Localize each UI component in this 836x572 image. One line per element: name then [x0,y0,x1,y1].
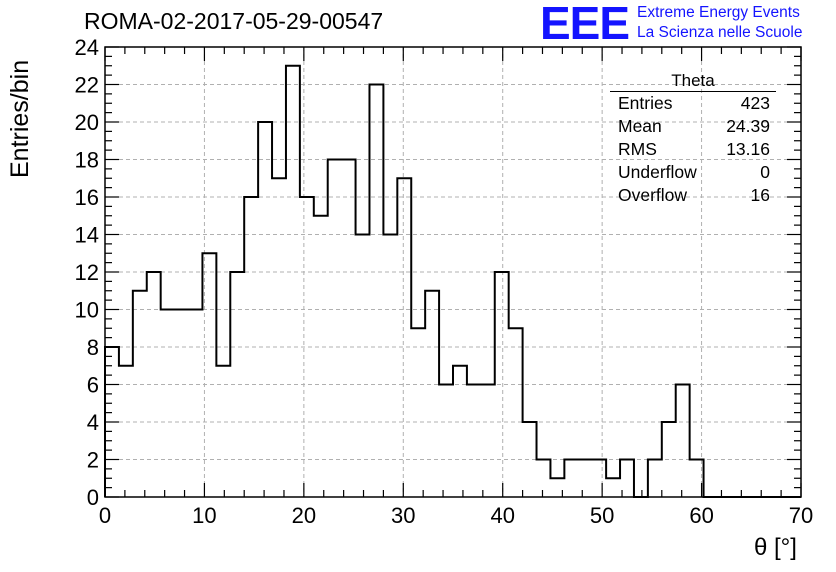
x-tick-label: 0 [99,503,111,528]
x-tick-label: 60 [689,503,713,528]
chart-title: ROMA-02-2017-05-29-00547 [84,8,384,34]
histogram-bin [411,328,425,497]
y-tick-label: 20 [75,110,99,135]
x-tick-label: 10 [192,503,216,528]
histogram-bin [523,422,537,497]
histogram-bin [383,235,397,498]
x-tick-label: 20 [292,503,316,528]
histogram-line [104,64,801,498]
logo-line-2: La Scienza nelle Scuole [637,24,803,41]
histogram-bin [286,66,300,497]
x-tick-label: 70 [789,503,813,528]
histogram-bin [620,460,634,498]
histogram-bin [272,178,286,497]
stats-row-overflow: Overflow 16 [610,184,776,207]
y-axis-label: Entries/bin [6,59,34,178]
histogram-bin [328,160,342,498]
y-tick-label: 16 [75,185,99,210]
histogram-bin [453,366,467,497]
histogram-bin [662,422,676,497]
x-axis-label: θ [°] [754,534,797,561]
stats-label: Entries [618,93,673,113]
y-tick-label: 8 [87,335,99,360]
y-tick-label: 14 [75,223,99,248]
histogram-bin [300,197,314,497]
logo-line-1: Extreme Energy Events [637,4,800,21]
histogram-bin [147,272,161,497]
stats-box: Theta Entries 423 Mean 24.39 RMS 13.16 U… [610,70,776,207]
y-tick-label: 6 [87,373,99,398]
stats-label: Mean [618,116,662,136]
histogram-bin [550,478,564,497]
histogram-bin [467,385,481,498]
stats-label: RMS [618,139,657,159]
histogram-bin [342,160,356,498]
stats-title: Theta [610,70,776,92]
histogram-bin [369,85,383,498]
eee-logo: EEE [540,0,630,49]
y-tick-label: 2 [87,448,99,473]
histogram-bin [105,347,119,497]
y-tick-label: 12 [75,260,99,285]
x-tick-label: 50 [590,503,614,528]
histogram-bin [564,460,578,498]
stats-value: 24.39 [726,116,770,136]
histogram-bin [578,460,592,498]
histogram-bin [175,310,189,498]
histogram-bin [119,366,133,497]
y-tick-label: 4 [87,410,99,435]
histogram-bin [509,328,523,497]
histogram-bin [189,310,203,498]
histogram-bin [161,310,175,498]
histogram-bin [133,291,147,497]
histogram-bin [592,460,606,498]
x-tick-label: 40 [490,503,514,528]
plot-frame [104,46,802,498]
histogram-bin [606,478,620,497]
histogram-bin [648,460,662,498]
stats-row-entries: Entries 423 [610,92,776,115]
histogram-bin [244,197,258,497]
histogram-bin [676,385,690,498]
stats-label: Underflow [618,162,697,182]
y-tick-label: 18 [75,148,99,173]
histogram-bin [397,178,411,497]
histogram-bin [690,460,704,498]
stats-value: 0 [760,162,770,182]
y-tick-label: 22 [75,73,99,98]
y-tick-label: 10 [75,298,99,323]
y-tick-label: 0 [87,485,99,510]
histogram-bin [216,366,230,497]
stats-row-mean: Mean 24.39 [610,115,776,138]
histogram-bin [495,272,509,497]
stats-row-rms: RMS 13.16 [610,138,776,161]
histogram-bin [258,122,272,497]
stats-value: 13.16 [726,139,770,159]
histogram-bin [202,253,216,497]
stats-label: Overflow [618,185,688,205]
stats-value: 16 [750,185,770,205]
histogram-bin [537,460,551,498]
histogram-bin [481,385,495,498]
histogram-bin [230,272,244,497]
y-tick-label: 24 [75,35,99,60]
stats-value: 423 [740,93,770,113]
x-tick-label: 30 [391,503,415,528]
stats-row-underflow: Underflow 0 [610,161,776,184]
histogram-bin [314,216,328,497]
histogram-bin [425,291,439,497]
histogram-bin [356,235,370,498]
histogram-bin [439,385,453,498]
